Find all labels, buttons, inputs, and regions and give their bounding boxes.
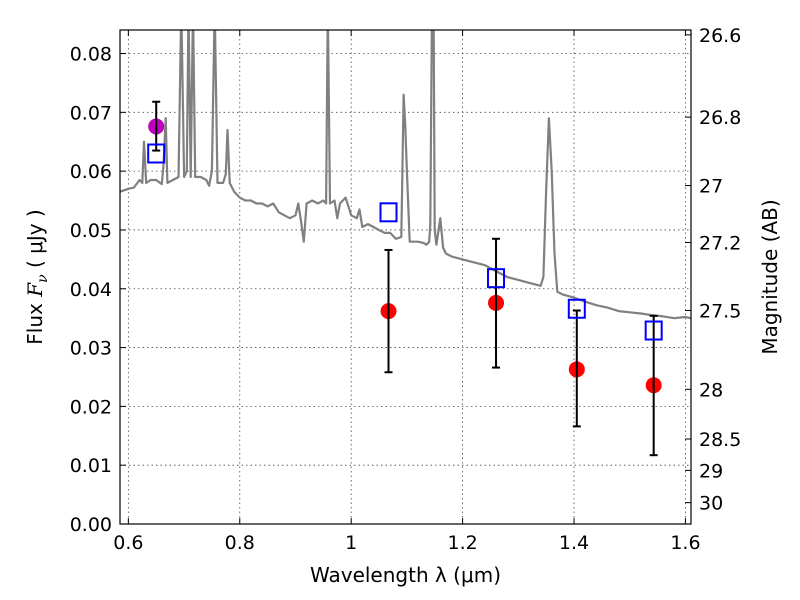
right-tick-label: 29 <box>699 460 723 482</box>
y-tick-label: 0.07 <box>70 102 112 124</box>
series-layer <box>120 30 691 320</box>
x-tick-label: 0.6 <box>113 532 143 554</box>
right-tick-label: 30 <box>699 493 723 515</box>
data-point-square <box>644 320 663 341</box>
x-tick-label: 1.6 <box>670 532 700 554</box>
y-tick-label: 0.02 <box>70 396 112 418</box>
right-tick-label: 27.2 <box>699 233 741 255</box>
y-tick-label: 0.08 <box>70 44 112 66</box>
x-tick-label: 1 <box>345 532 357 554</box>
plot-area <box>120 30 691 457</box>
y-axis-label: Flux Fν ( μJy ) <box>23 209 51 344</box>
right-tick-label: 26.6 <box>699 25 741 47</box>
y-tick-label: 0.05 <box>70 220 112 242</box>
y-tick-label: 0.00 <box>70 514 112 536</box>
right-tick-label: 26.8 <box>699 107 741 129</box>
y-tick-label: 0.03 <box>70 338 112 360</box>
right-tick-label: 28 <box>699 379 723 401</box>
data-point-square <box>487 268 506 289</box>
y-tick-label: 0.06 <box>70 161 112 183</box>
right-tick-label: 27.5 <box>699 300 741 322</box>
marker-layer <box>147 100 663 457</box>
model-spectrum-line <box>120 30 691 320</box>
y-axis-label-symbol: F <box>23 282 47 298</box>
x-tick-label: 1.2 <box>447 532 477 554</box>
y-axis-label-subscript: ν <box>35 274 51 283</box>
plot-frame <box>119 29 692 525</box>
y-axis-label-suffix: ( μJy ) <box>23 209 47 274</box>
ticks: 0.6 0.8 1 1.2 1.4 1.6 0.00 0.01 0.02 0.03 0.04 0.05… <box>70 25 742 554</box>
x-tick-label: 0.8 <box>225 532 255 554</box>
x-tick-label: 1.4 <box>559 532 589 554</box>
y-tick-label: 0.04 <box>70 279 112 301</box>
y-axis-label-prefix: Flux <box>23 297 47 345</box>
data-point-square <box>567 298 586 319</box>
data-point-square <box>147 143 166 164</box>
x-axis-label: Wavelength λ (μm) <box>310 563 501 587</box>
right-axis-label: Magnitude (AB) <box>758 199 782 354</box>
y-tick-label: 0.01 <box>70 455 112 477</box>
grid <box>120 30 691 525</box>
right-tick-label: 28.5 <box>699 429 741 451</box>
right-tick-label: 27 <box>699 176 723 198</box>
data-point-square <box>379 202 398 223</box>
